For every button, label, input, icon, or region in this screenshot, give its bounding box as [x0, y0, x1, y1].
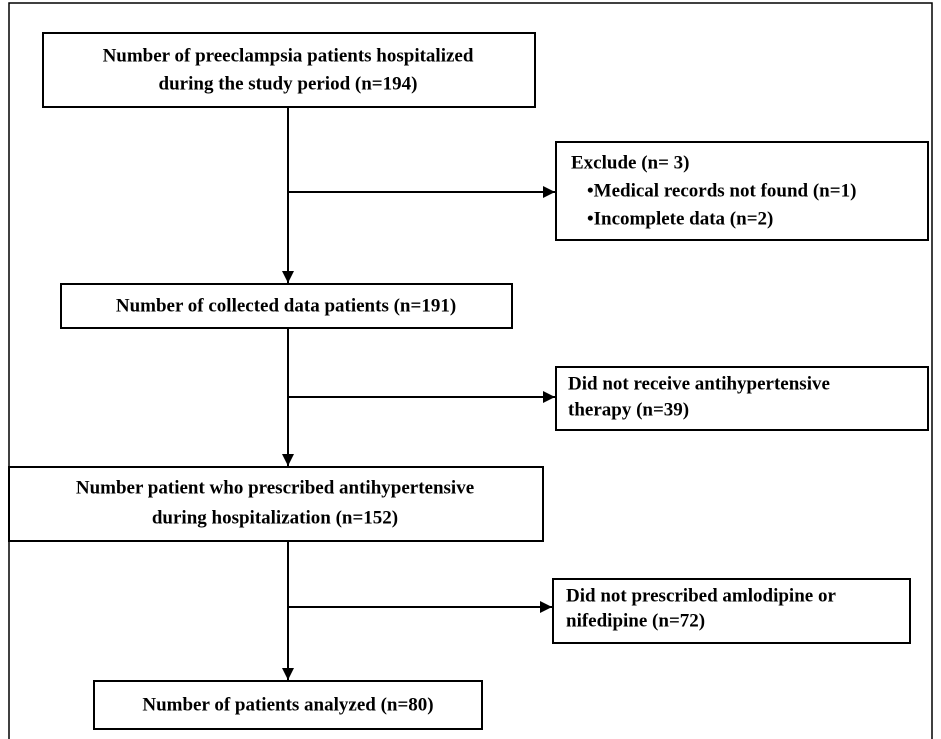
box	[555, 366, 929, 431]
box-text: •Medical records not found (n=1)	[587, 180, 856, 201]
box-text: nifedipine (n=72)	[566, 610, 705, 631]
box	[93, 680, 483, 730]
box-text: Number patient who prescribed antihypert…	[76, 477, 474, 498]
box	[555, 141, 929, 241]
box-text: Did not prescribed amlodipine or	[566, 585, 836, 606]
box	[60, 283, 513, 329]
box	[42, 32, 536, 108]
box-text: during the study period (n=194)	[159, 73, 418, 94]
box-text: Number of patients analyzed (n=80)	[142, 694, 433, 715]
box	[8, 466, 544, 542]
box-text: therapy (n=39)	[568, 399, 689, 420]
box	[552, 578, 911, 644]
box-text: Number of collected data patients (n=191…	[116, 295, 456, 316]
box-text: Exclude (n= 3)	[571, 152, 690, 173]
box-text: during hospitalization (n=152)	[152, 507, 398, 528]
box-text: Number of preeclampsia patients hospital…	[103, 45, 474, 66]
box-text: Did not receive antihypertensive	[568, 373, 830, 394]
box-text: •Incomplete data (n=2)	[587, 208, 773, 229]
